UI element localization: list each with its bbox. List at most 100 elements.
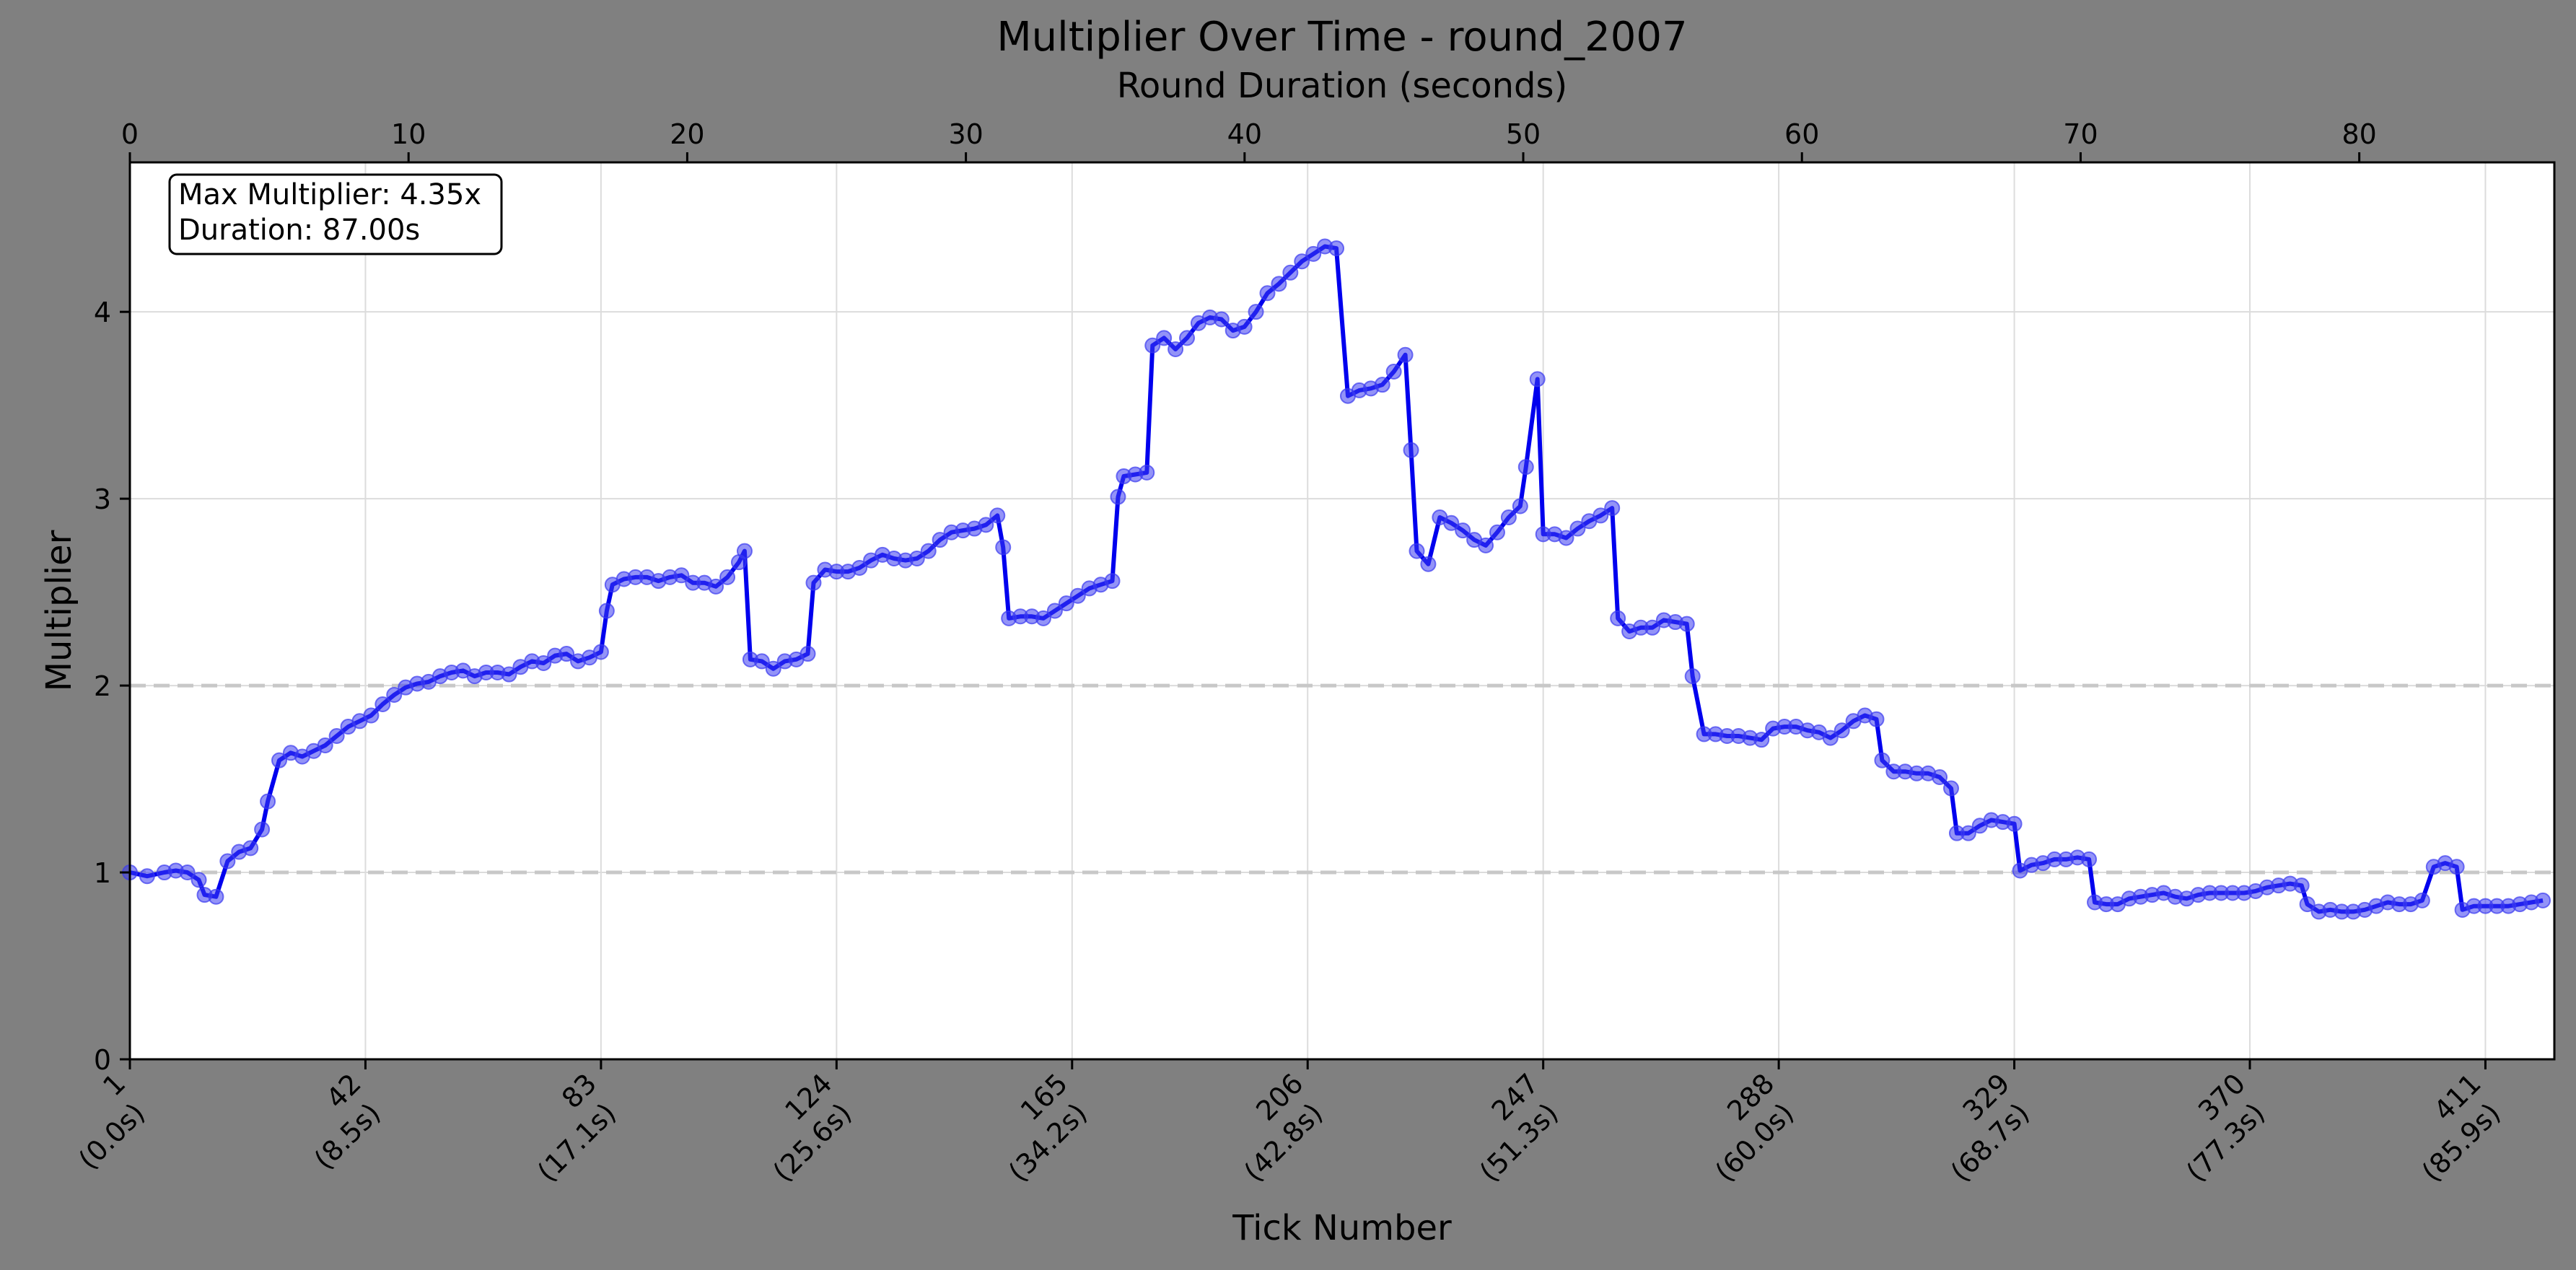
data-point — [1409, 543, 1425, 559]
data-point — [908, 550, 925, 566]
data-point — [1529, 371, 1546, 387]
data-point — [1104, 573, 1121, 590]
data-point — [501, 666, 517, 683]
data-point — [753, 653, 770, 670]
data-point — [179, 864, 196, 881]
y-tick-label: 3 — [94, 483, 111, 515]
data-point — [1213, 311, 1230, 328]
data-point — [765, 660, 781, 677]
data-point — [328, 728, 345, 745]
x-tick-label-group: 411(85.9s) — [2416, 1067, 2507, 1188]
data-point — [1512, 498, 1528, 514]
data-point — [598, 603, 615, 619]
data-point — [708, 578, 724, 595]
data-point — [1305, 245, 1322, 262]
y-tick-label: 4 — [94, 297, 111, 328]
top-x-tick-label: 80 — [2341, 118, 2376, 150]
data-point — [1259, 285, 1276, 302]
data-point — [386, 687, 403, 704]
data-point — [989, 507, 1006, 524]
data-point — [1932, 768, 1948, 785]
data-point — [254, 821, 271, 838]
data-point — [1328, 240, 1345, 257]
data-point — [851, 559, 868, 576]
x-tick-label-group: 329(68.7s) — [1945, 1067, 2036, 1188]
x-tick-label-group: 165(34.2s) — [1002, 1067, 1093, 1188]
data-point — [1868, 711, 1885, 727]
data-point — [719, 569, 736, 585]
data-point — [995, 539, 1012, 556]
data-point — [2081, 851, 2098, 867]
data-point — [1271, 276, 1287, 292]
top-x-tick-label: 70 — [2063, 118, 2098, 150]
x-tick-label-group: 42(8.5s) — [308, 1067, 387, 1175]
top-x-tick-label: 20 — [670, 118, 704, 150]
top-x-tick-label: 60 — [1784, 118, 1819, 150]
data-point — [805, 574, 822, 591]
top-x-tick-label: 0 — [121, 118, 139, 150]
data-point — [1144, 337, 1161, 354]
data-point — [978, 517, 994, 533]
data-point — [1282, 264, 1299, 281]
data-point — [1684, 668, 1701, 685]
data-point — [1397, 346, 1414, 363]
y-tick-label: 1 — [94, 857, 111, 889]
top-x-tick-label: 10 — [391, 118, 426, 150]
data-point — [1058, 595, 1074, 612]
data-point — [219, 853, 236, 870]
annotation-box: Max Multiplier: 4.35x Duration: 87.00s — [168, 173, 503, 255]
data-point — [1035, 610, 1051, 626]
data-point — [2448, 859, 2465, 875]
data-point — [535, 655, 552, 672]
data-point — [1179, 330, 1196, 346]
data-point — [260, 793, 276, 810]
annotation-max-multiplier: Max Multiplier: 4.35x — [178, 178, 481, 211]
data-point — [1478, 537, 1494, 553]
data-point — [1069, 587, 1086, 604]
annotation-duration: Duration: 87.00s — [178, 214, 420, 247]
data-point — [1248, 304, 1264, 320]
data-point — [1569, 520, 1586, 537]
x-tick-label-group: 83(17.1s) — [531, 1067, 622, 1188]
y-tick-label: 2 — [94, 670, 111, 702]
x-axis: 1(0.0s) 42(8.5s) 83(17.1s) 124(25.6s) 165(34… — [72, 1059, 2507, 1188]
data-point — [2414, 892, 2430, 908]
x-tick-label-group: 1(0.0s) — [72, 1067, 151, 1175]
data-point — [1593, 507, 1609, 524]
data-point — [1874, 752, 1891, 768]
data-point — [2535, 892, 2551, 908]
top-x-axis: 0 10 20 30 40 50 60 70 80 — [121, 118, 2377, 162]
data-point — [1753, 732, 1770, 748]
y-axis-label: Multiplier — [39, 530, 79, 691]
data-point — [1610, 610, 1626, 626]
data-point — [2006, 815, 2023, 832]
data-point — [1822, 730, 1839, 746]
top-x-tick-label: 40 — [1227, 118, 1262, 150]
annotation-frame — [168, 173, 503, 255]
top-x-tick-label: 30 — [948, 118, 983, 150]
series-group — [122, 238, 2551, 920]
data-point — [1942, 780, 1959, 797]
data-point — [1678, 616, 1695, 632]
data-point — [592, 644, 609, 660]
chart-title: Multiplier Over Time - round_2007 — [996, 14, 1687, 61]
data-point — [1834, 722, 1850, 739]
data-point — [1374, 377, 1390, 393]
x-tick-label-group: 124(25.6s) — [767, 1067, 858, 1188]
top-x-tick-label: 50 — [1506, 118, 1541, 150]
x-tick-label-group: 370(77.3s) — [2180, 1067, 2271, 1188]
data-point — [1156, 330, 1173, 346]
x-axis-label: Tick Number — [1232, 1208, 1452, 1248]
data-point — [920, 543, 937, 559]
data-point — [1604, 500, 1621, 517]
data-point — [1500, 509, 1517, 526]
x-tick-label-group: 206(42.8s) — [1238, 1067, 1329, 1188]
data-point — [363, 707, 380, 724]
data-point — [374, 696, 391, 712]
data-point — [242, 840, 259, 857]
data-point — [932, 532, 948, 548]
data-point — [1420, 556, 1437, 572]
data-point — [1139, 464, 1155, 481]
data-point — [1558, 530, 1574, 546]
